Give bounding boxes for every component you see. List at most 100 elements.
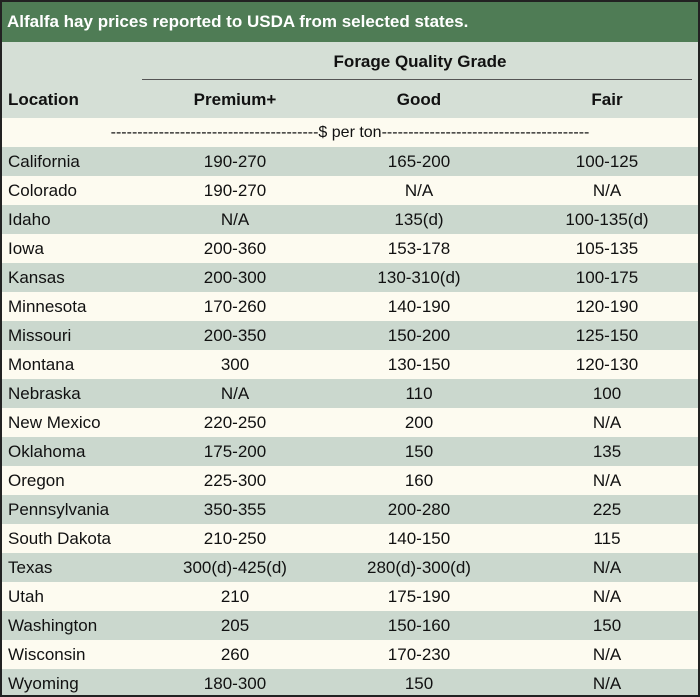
price: N/A (592, 587, 622, 606)
price: N/A (592, 413, 622, 432)
price: 150-200 (387, 326, 451, 345)
group-label: Forage Quality Grade (333, 52, 507, 71)
price: N/A (592, 674, 622, 693)
price: N/A (592, 645, 622, 664)
price: 260 (220, 645, 250, 664)
price: N/A (404, 181, 434, 200)
table-row: Colorado 190-270 N/A N/A (2, 176, 698, 205)
table-row: Iowa 200-360 153-178 105-135 (2, 234, 698, 263)
price: 100-175 (575, 268, 639, 287)
price: 200-360 (203, 239, 267, 258)
price: 225-300 (203, 471, 267, 490)
table-row: Oregon 225-300 160 N/A (2, 466, 698, 495)
units: ---------------------------------------$… (2, 118, 698, 147)
price: 190-270 (203, 152, 267, 171)
header: Forage Quality Grade Location Premium+ Goo… (2, 42, 698, 118)
table-row: South Dakota 210-250 140-150 115 (2, 524, 698, 553)
price: 150 (404, 674, 434, 693)
price: 205 (220, 616, 250, 635)
price: 160 (404, 471, 434, 490)
location: Texas (8, 558, 53, 577)
location: New Mexico (8, 413, 101, 432)
price: 225 (592, 500, 622, 519)
location: Montana (8, 355, 75, 374)
table-row: Pennsylvania 350-355 200-280 225 (2, 495, 698, 524)
table-row: Idaho N/A 135(d) 100-135(d) (2, 205, 698, 234)
price: 100-125 (575, 152, 639, 171)
location: Colorado (8, 181, 77, 200)
location: Oregon (8, 471, 65, 490)
location: Wisconsin (8, 645, 86, 664)
price: 200 (404, 413, 434, 432)
price: 130-150 (387, 355, 451, 374)
price: 190-270 (203, 181, 267, 200)
price: 210 (220, 587, 250, 606)
location: California (8, 152, 80, 171)
table-row: Missouri 200-350 150-200 125-150 (2, 321, 698, 350)
price: 150 (404, 442, 434, 461)
price: 300 (220, 355, 250, 374)
location: South Dakota (8, 529, 112, 548)
price: N/A (592, 471, 622, 490)
price: 350-355 (203, 500, 267, 519)
price: 210-250 (203, 529, 267, 548)
location: Utah (8, 587, 44, 606)
column-header: Fair (591, 90, 623, 109)
price: 220-250 (203, 413, 267, 432)
price: 150-160 (387, 616, 451, 635)
location: Missouri (8, 326, 72, 345)
price: 175-190 (387, 587, 451, 606)
location: Nebraska (8, 384, 81, 403)
price: 170-260 (203, 297, 267, 316)
table-row: Minnesota 170-260 140-190 120-190 (2, 292, 698, 321)
price: 280(d)-300(d) (367, 558, 471, 577)
table-row: Kansas 200-300 130-310(d) 100-175 (2, 263, 698, 292)
price: 100-135(d) (565, 210, 649, 229)
price: 165-200 (387, 152, 451, 171)
price: 200-280 (387, 500, 451, 519)
price: N/A (592, 181, 622, 200)
price: 135(d) (394, 210, 444, 229)
price: 120-130 (575, 355, 639, 374)
table-row: Oklahoma 175-200 150 135 (2, 437, 698, 466)
price: N/A (220, 384, 250, 403)
price: 180-300 (203, 674, 267, 693)
location: Wyoming (8, 674, 79, 693)
table-row: California 190-270 165-200 100-125 (2, 147, 698, 176)
table-row: Washington 205 150-160 150 (2, 611, 698, 640)
price: 175-200 (203, 442, 267, 461)
price: 150 (592, 616, 622, 635)
price: 300(d)-425(d) (183, 558, 287, 577)
location: Kansas (8, 268, 65, 287)
price: 115 (593, 529, 621, 548)
price: 110 (405, 384, 433, 403)
table-row: Wyoming 180-300 150 N/A (2, 669, 698, 695)
price: 100 (592, 384, 622, 403)
price: 140-190 (387, 297, 451, 316)
table-row: Utah 210 175-190 N/A (2, 582, 698, 611)
column-header: Location (8, 90, 79, 109)
table-row: New Mexico 220-250 200 N/A (2, 408, 698, 437)
title: Alfalfa hay prices reported to USDA from… (2, 2, 698, 42)
price: 130-310(d) (377, 268, 461, 287)
table-row: Wisconsin 260 170-230 N/A (2, 640, 698, 669)
location: Washington (8, 616, 98, 635)
table-row: Texas 300(d)-425(d) 280(d)-300(d) N/A (2, 553, 698, 582)
table-row: Nebraska N/A 110 100 (2, 379, 698, 408)
location: Iowa (8, 239, 44, 258)
price: 125-150 (575, 326, 639, 345)
price: 200-350 (203, 326, 267, 345)
price: 200-300 (203, 268, 267, 287)
price: 140-150 (387, 529, 451, 548)
price: 170-230 (387, 645, 451, 664)
price: 153-178 (387, 239, 451, 258)
group-rule (142, 79, 692, 80)
price: 120-190 (575, 297, 639, 316)
column-header: Premium+ (193, 90, 277, 109)
location: Oklahoma (8, 442, 86, 461)
location: Idaho (8, 210, 51, 229)
price: N/A (592, 558, 622, 577)
price: 105-135 (575, 239, 639, 258)
column-header: Good (396, 90, 442, 109)
